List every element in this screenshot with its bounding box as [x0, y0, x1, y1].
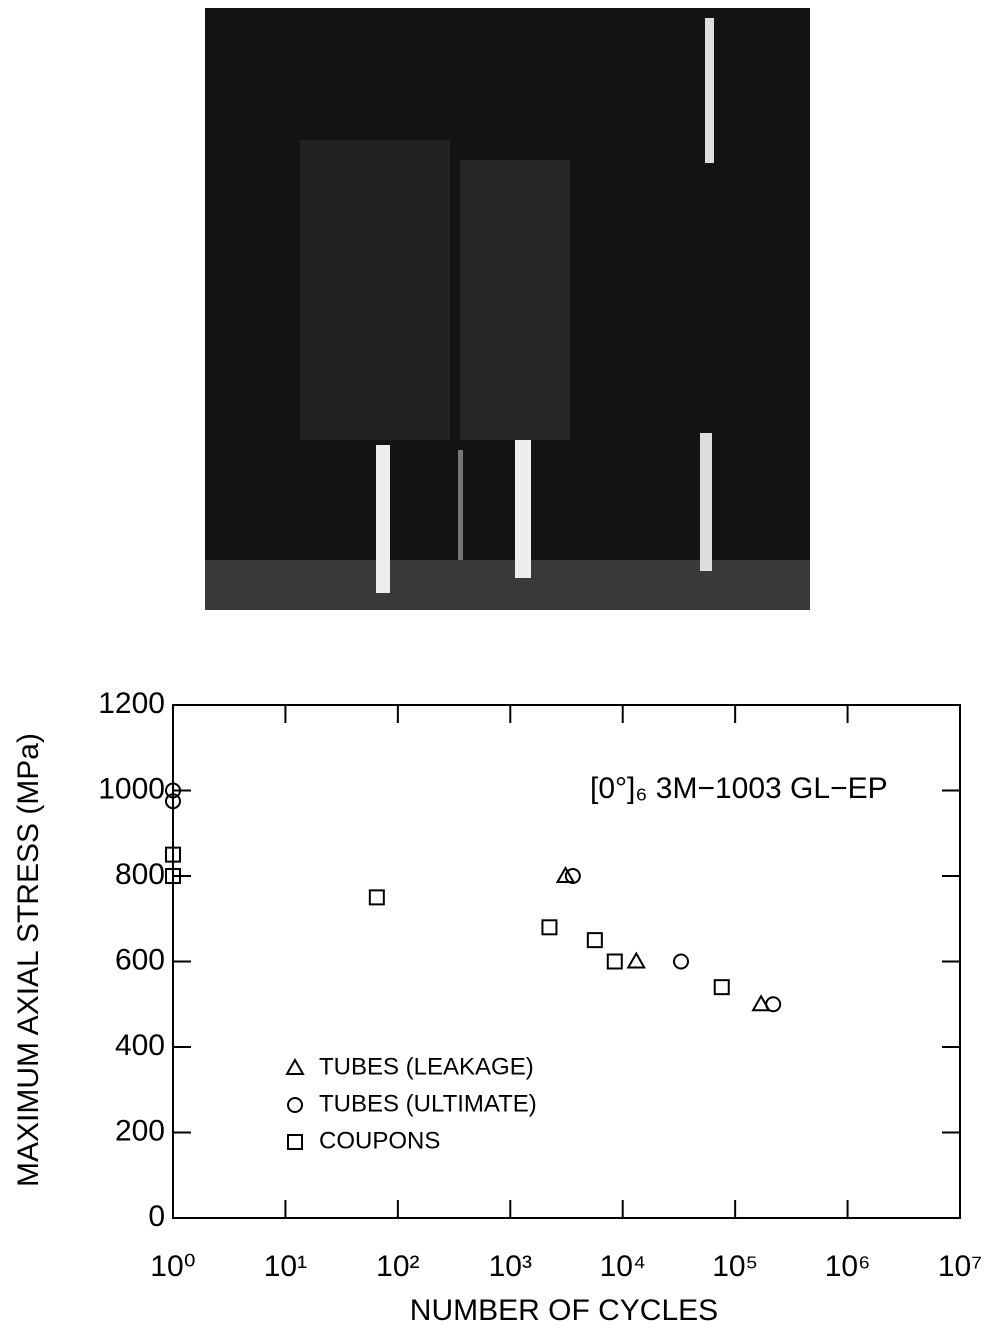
point: [606, 953, 623, 970]
y-tick-label: 400: [115, 1029, 165, 1062]
point: [586, 932, 603, 949]
specimen-photo: [205, 8, 810, 610]
y-tick-label: 1000: [98, 772, 165, 805]
x-tick-label: 10⁴: [600, 1250, 646, 1283]
y-tick-label: 0: [148, 1200, 165, 1233]
y-tick-label: 600: [115, 943, 165, 976]
legend-marker: [287, 1097, 303, 1113]
point: [751, 994, 771, 1012]
x-axis-label: NUMBER OF CYCLES: [410, 1294, 718, 1327]
y-tick-label: 1200: [98, 687, 165, 720]
x-tick-label: 10⁷: [938, 1250, 982, 1283]
x-tick-label: 10²: [376, 1250, 419, 1283]
point: [673, 953, 690, 970]
x-tick-label: 10⁶: [825, 1250, 871, 1283]
annotation: [0°]₆ 3M−1003 GL−EP: [590, 772, 888, 805]
x-tick-label: 10¹: [264, 1250, 307, 1283]
point: [555, 865, 576, 883]
legend-label: TUBES (ULTIMATE): [319, 1090, 537, 1117]
legend-marker: [285, 1057, 305, 1075]
point: [541, 919, 558, 936]
x-tick-label: 10⁰: [150, 1250, 195, 1283]
y-tick-label: 800: [115, 858, 165, 891]
legend-label: COUPONS: [319, 1127, 440, 1154]
point: [165, 793, 181, 810]
point: [165, 846, 181, 863]
legend-marker: [287, 1134, 303, 1150]
point: [765, 996, 782, 1013]
x-tick-label: 10³: [489, 1250, 532, 1283]
point: [564, 868, 581, 884]
x-tick-label: 10⁵: [712, 1250, 758, 1283]
legend-label: TUBES (LEAKAGE): [319, 1053, 534, 1080]
y-axis-label: MAXIMUM AXIAL STRESS (MPa): [12, 733, 45, 1187]
point: [626, 951, 646, 969]
point: [165, 868, 181, 884]
point: [165, 782, 181, 799]
point: [713, 979, 730, 996]
point: [368, 889, 385, 906]
y-tick-label: 200: [115, 1114, 165, 1147]
